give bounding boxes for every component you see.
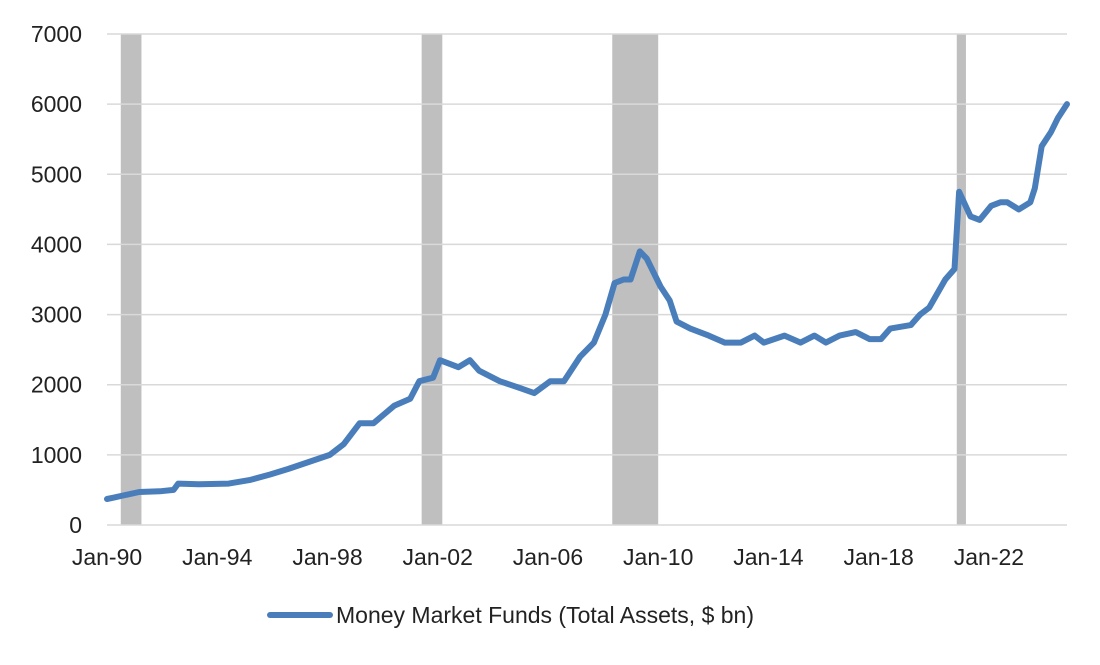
- y-axis-tick-labels: 0 1000 2000 3000 4000 5000 6000 7000: [31, 21, 82, 538]
- y-tick-label: 7000: [31, 21, 82, 47]
- y-tick-label: 1000: [31, 442, 82, 468]
- series-line: [104, 101, 1070, 502]
- legend: Money Market Funds (Total Assets, $ bn): [267, 602, 754, 628]
- x-axis-tick-labels: Jan-90 Jan-94 Jan-98 Jan-02 Jan-06 Jan-10 Jan-…: [72, 544, 1024, 570]
- legend-label: Money Market Funds (Total Assets, $ bn): [336, 602, 754, 628]
- series-lines: [104, 101, 1070, 502]
- x-tick-label: Jan-18: [844, 544, 914, 570]
- y-tick-label: 6000: [31, 91, 82, 117]
- y-tick-label: 3000: [31, 302, 82, 328]
- y-tick-label: 4000: [31, 231, 82, 257]
- y-tick-label: 5000: [31, 161, 82, 187]
- gridlines: [107, 33, 1067, 526]
- shaded-periods: [120, 34, 966, 525]
- x-tick-label: Jan-10: [623, 544, 693, 570]
- x-tick-label: Jan-94: [182, 544, 253, 570]
- shaded-period: [120, 34, 142, 525]
- y-tick-label: 0: [69, 512, 82, 538]
- y-tick-label: 2000: [31, 372, 82, 398]
- x-tick-label: Jan-06: [513, 544, 583, 570]
- shaded-period: [956, 34, 966, 525]
- x-tick-label: Jan-22: [954, 544, 1024, 570]
- x-tick-label: Jan-14: [733, 544, 804, 570]
- x-tick-label: Jan-98: [292, 544, 362, 570]
- shaded-period: [421, 34, 443, 525]
- x-tick-label: Jan-02: [403, 544, 473, 570]
- x-tick-label: Jan-90: [72, 544, 142, 570]
